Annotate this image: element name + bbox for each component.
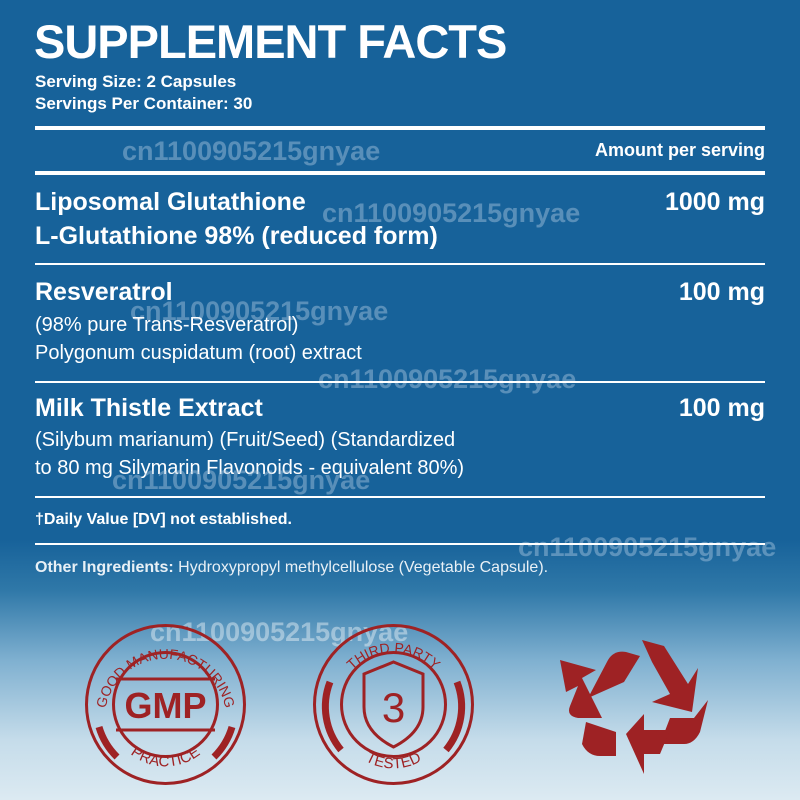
ingredient-detail: (98% pure Trans-Resveratrol) bbox=[35, 314, 299, 336]
other-ingredients-label: Other Ingredients: bbox=[35, 559, 174, 576]
ingredient-amount: 100 mg bbox=[678, 394, 765, 422]
amount-header: Amount per serving bbox=[594, 140, 765, 160]
other-ingredients-value: Hydroxypropyl methylcellulose (Vegetable… bbox=[173, 559, 549, 576]
svg-text:THIRD PARTY: THIRD PARTY bbox=[343, 639, 444, 672]
badge-top-text: THIRD PARTY bbox=[343, 639, 444, 672]
serving-size: Serving Size: 2 Capsules bbox=[35, 72, 237, 91]
ingredient-detail: (Silybum marianum) (Fruit/Seed) (Standar… bbox=[35, 429, 456, 451]
watermark: cn1100905215gnyae bbox=[122, 136, 381, 166]
recycle-icon bbox=[560, 640, 708, 774]
gmp-badge-icon: GOOD MANUFACTURING PRACTICE GMP bbox=[85, 624, 246, 785]
divider bbox=[35, 171, 765, 175]
ingredient-detail: Polygonum cuspidatum (root) extract bbox=[35, 342, 362, 364]
ingredient-name: Liposomal Glutathione bbox=[35, 188, 306, 216]
badge-center-text: 3 bbox=[382, 684, 405, 731]
divider bbox=[35, 543, 765, 545]
watermark: cn1100905215gnyae bbox=[130, 296, 389, 326]
divider bbox=[35, 381, 765, 383]
ingredient-detail: L-Glutathione 98% (reduced form) bbox=[35, 222, 438, 250]
divider bbox=[35, 263, 765, 265]
svg-text:PRACTICE: PRACTICE bbox=[128, 743, 203, 770]
badge-bottom-text: PRACTICE bbox=[128, 743, 203, 770]
ingredient-detail: to 80 mg Silymarin Flavonoids - equivale… bbox=[35, 457, 465, 479]
ingredient-name: Resveratrol bbox=[35, 278, 173, 306]
ingredient-amount: 1000 mg bbox=[664, 188, 765, 216]
svg-text:TESTED: TESTED bbox=[363, 749, 424, 773]
other-ingredients: Other Ingredients: Hydroxypropyl methylc… bbox=[35, 559, 548, 577]
ingredient-name: Milk Thistle Extract bbox=[35, 394, 263, 422]
watermark: cn1100905215gnyae bbox=[318, 364, 577, 394]
daily-value-note: †Daily Value [DV] not established. bbox=[35, 511, 292, 528]
divider bbox=[35, 126, 765, 130]
watermark: cn1100905215gnyae bbox=[518, 532, 777, 562]
divider bbox=[35, 496, 765, 498]
third-party-badge-icon: THIRD PARTY TESTED 3 bbox=[313, 624, 474, 785]
badge-bottom-text: TESTED bbox=[363, 749, 424, 773]
servings-per-container: Servings Per Container: 30 bbox=[35, 94, 253, 113]
watermark: cn1100905215gnyae bbox=[112, 465, 371, 495]
page-title: SUPPLEMENT FACTS bbox=[34, 15, 507, 68]
ingredient-amount: 100 mg bbox=[678, 278, 765, 306]
badge-center-text: GMP bbox=[124, 685, 206, 726]
watermark: cn1100905215gnyae bbox=[322, 198, 581, 228]
